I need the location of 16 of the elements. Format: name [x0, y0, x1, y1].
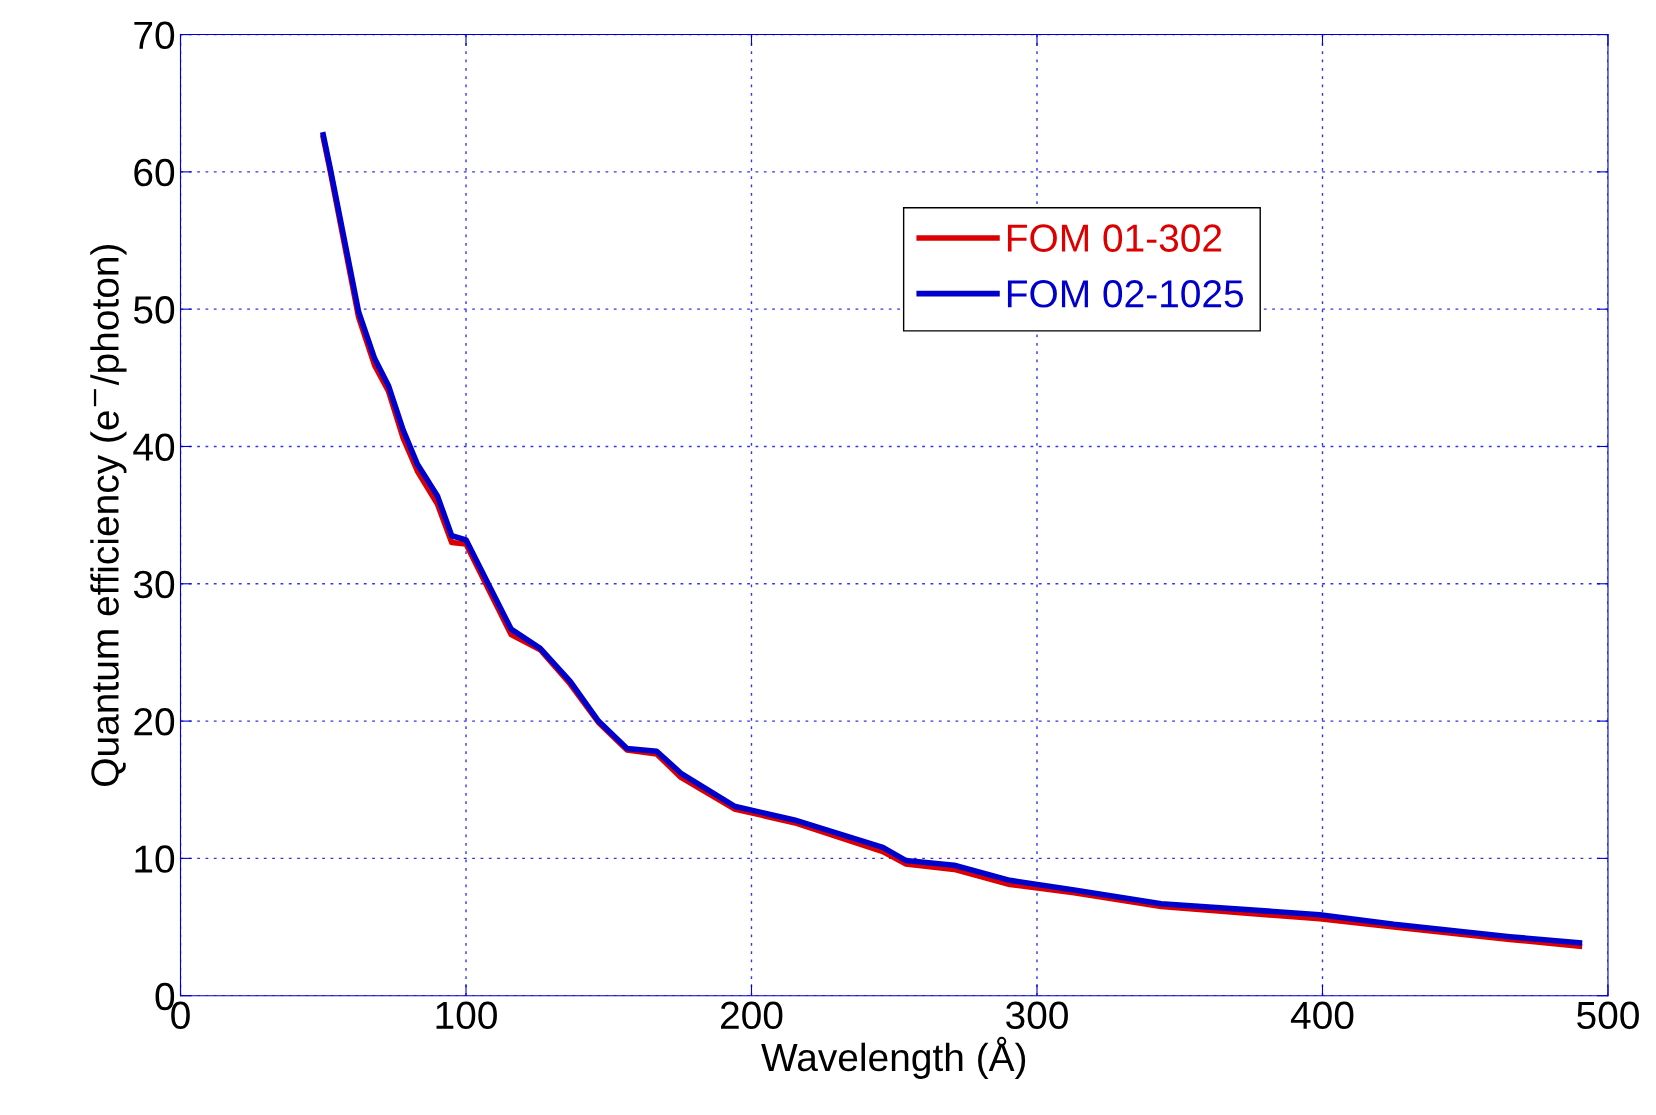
- y-tick-label: 10: [135, 845, 175, 873]
- legend-label: FOM 02-1025: [1007, 280, 1244, 308]
- x-axis-title: Wavelength (Å): [761, 1036, 1026, 1079]
- y-tick-label: 20: [134, 708, 175, 736]
- y-tick-label: 50: [133, 296, 175, 324]
- x-tick-label: 400: [1290, 1001, 1354, 1030]
- y-tick-label: 40: [133, 433, 175, 461]
- x-tick-label: 200: [721, 1001, 783, 1030]
- y-axis-title: Quantum efficiency (e$^{−}$/photon): [90, 244, 127, 786]
- y-tick-label: 30: [133, 570, 175, 599]
- y-tick-label: 70: [134, 21, 175, 50]
- x-tick-label: 300: [1006, 1001, 1068, 1030]
- legend-label: FOM 01-302: [1007, 224, 1222, 252]
- y-tick-label: 60: [134, 158, 175, 187]
- x-tick-label: 500: [1577, 1001, 1639, 1030]
- x-tick-label: 100: [436, 1001, 497, 1030]
